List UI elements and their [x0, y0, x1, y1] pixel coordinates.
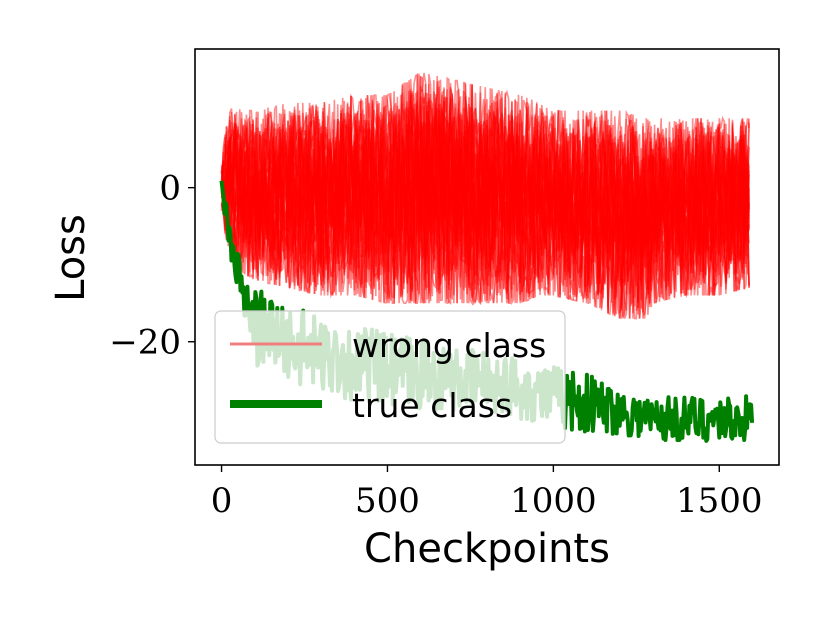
wrong-class-line	[221, 72, 750, 242]
wrong-class-line	[220, 97, 750, 277]
wrong-class-line	[220, 144, 750, 316]
wrong-class-line	[220, 144, 750, 315]
wrong-class-line	[220, 125, 750, 289]
wrong-class-line	[220, 111, 750, 278]
wrong-class-line	[220, 73, 750, 253]
y-tick-label: −20	[109, 323, 181, 363]
wrong-class-line	[220, 93, 750, 270]
y-tick-label: 0	[159, 169, 181, 209]
wrong-class-line	[220, 84, 750, 253]
x-tick-label: 1500	[676, 481, 763, 521]
x-tick-label: 500	[355, 481, 420, 521]
wrong-class-line	[220, 156, 750, 319]
wrong-class-line	[220, 90, 750, 259]
x-axis-title: Checkpoints	[364, 526, 610, 572]
wrong-class-line	[220, 104, 750, 259]
wrong-class-line	[220, 76, 750, 260]
legend-label-wrong-class: wrong class	[352, 326, 546, 365]
wrong-class-line	[220, 159, 750, 319]
wrong-class-line	[220, 156, 750, 315]
legend-label-true-class: true class	[352, 386, 512, 425]
wrong-class-line	[220, 93, 750, 266]
x-tick-label: 1000	[510, 481, 597, 521]
wrong-class-line	[220, 124, 750, 284]
y-axis-title: Loss	[48, 214, 94, 302]
wrong-class-line	[220, 139, 750, 312]
wrong-class-line	[221, 72, 750, 251]
x-tick-label: 0	[211, 481, 233, 521]
legend: wrong class true class	[214, 310, 566, 444]
wrong-class-line	[220, 75, 750, 253]
wrong-class-line	[220, 152, 750, 319]
wrong-class-line	[220, 90, 750, 255]
wrong-class-line	[220, 166, 750, 319]
wrong-class-line	[220, 93, 750, 266]
wrong-class-line	[220, 164, 750, 320]
wrong-class-line	[220, 122, 750, 298]
wrong-class-line	[220, 159, 750, 319]
wrong-class-line	[220, 73, 750, 243]
axis-ticks: 0 500 1000 1500 0 −20	[109, 169, 762, 521]
wrong-class-line	[220, 75, 750, 246]
wrong-class-line	[220, 165, 750, 319]
plot-frame	[194, 48, 780, 466]
